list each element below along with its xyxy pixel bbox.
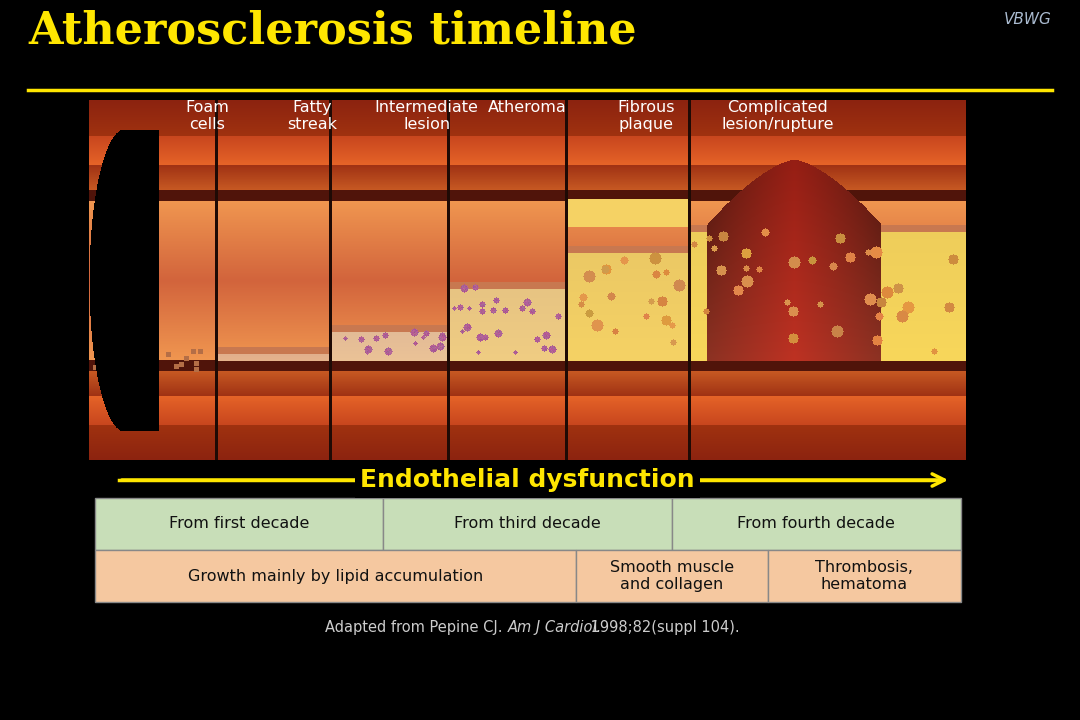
Text: Atheroma: Atheroma [488, 100, 567, 115]
Bar [672, 498, 961, 550]
Text: Endothelial dysfunction: Endothelial dysfunction [361, 468, 694, 492]
Text: From first decade: From first decade [168, 516, 309, 531]
Text: Adapted from Pepine CJ.: Adapted from Pepine CJ. [325, 620, 508, 635]
Text: Smooth muscle
and collagen: Smooth muscle and collagen [610, 560, 733, 592]
Text: Am J Cardiol.: Am J Cardiol. [508, 620, 602, 635]
Text: From fourth decade: From fourth decade [738, 516, 895, 531]
Bar [95, 498, 383, 550]
Text: Growth mainly by lipid accumulation: Growth mainly by lipid accumulation [188, 569, 483, 583]
Text: VBWG: VBWG [1004, 12, 1052, 27]
Text: 1998;82(suppl 104).: 1998;82(suppl 104). [585, 620, 739, 635]
Text: Complicated
lesion/rupture: Complicated lesion/rupture [721, 100, 834, 132]
Text: Foam
cells: Foam cells [186, 100, 229, 132]
Bar [576, 550, 768, 602]
Text: Fibrous
plaque: Fibrous plaque [617, 100, 675, 132]
Text: From third decade: From third decade [455, 516, 600, 531]
Bar [383, 498, 672, 550]
Text: Fatty
streak: Fatty streak [287, 100, 338, 132]
Text: Intermediate
lesion: Intermediate lesion [375, 100, 478, 132]
Text: Atherosclerosis timeline: Atherosclerosis timeline [28, 10, 636, 53]
Bar [768, 550, 961, 602]
Text: Thrombosis,
hematoma: Thrombosis, hematoma [815, 560, 914, 592]
Bar [95, 550, 576, 602]
